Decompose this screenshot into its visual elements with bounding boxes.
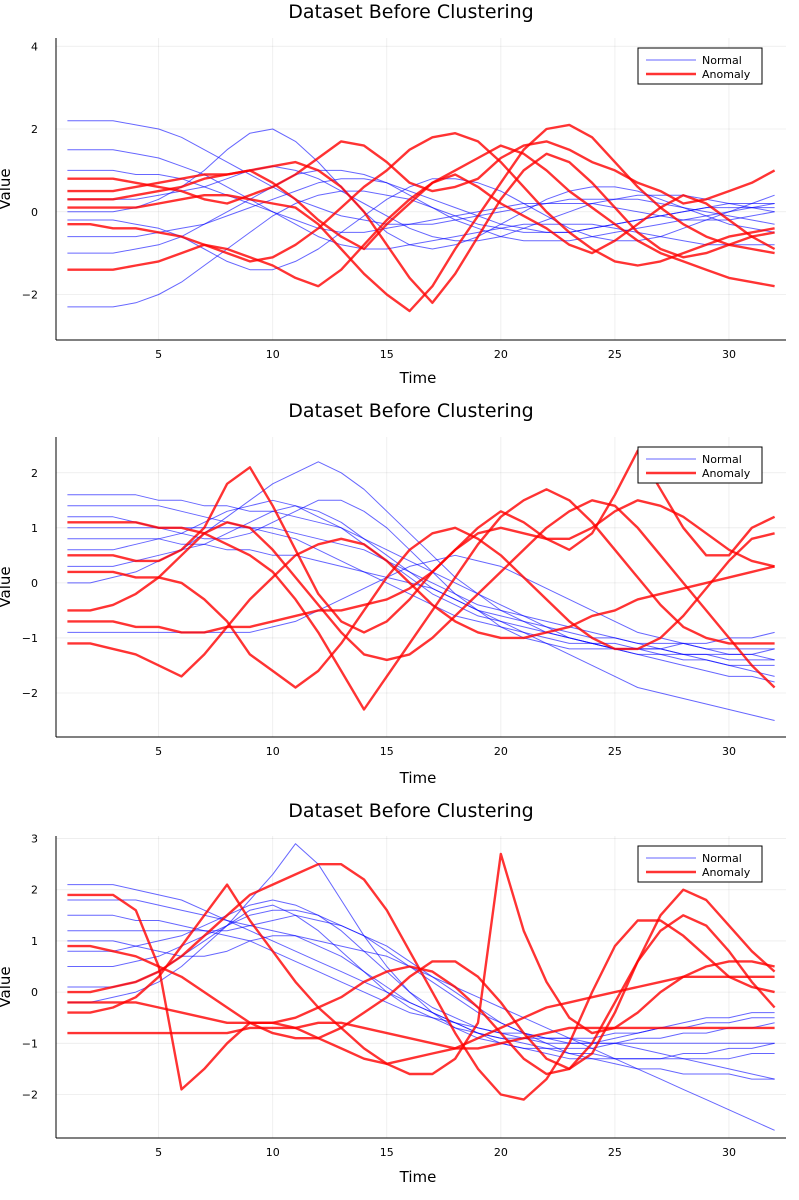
normal-series-line [67,128,775,250]
x-tick-label: 10 [266,1146,280,1159]
x-tick-label: 30 [722,1146,736,1159]
normal-series-line [67,169,775,233]
normal-series-line [67,149,775,250]
y-tick-label: −1 [22,1037,38,1050]
x-axis-label: Time [399,369,437,387]
normal-series-line [67,494,775,683]
y-tick-label: −2 [22,1088,38,1101]
anomaly-series-line [67,169,776,255]
x-tick-label: 10 [266,348,280,361]
anomaly-series-line [67,152,775,304]
x-tick-label: 15 [380,1146,394,1159]
x-tick-label: 25 [608,348,622,361]
y-axis-label: Value [0,966,14,1007]
y-tick-label: 1 [31,522,38,535]
x-tick-label: 25 [608,745,622,758]
y-tick-label: 0 [31,206,38,219]
x-axis-label: Time [399,1168,437,1186]
anomaly-series-line [67,914,776,1076]
anomaly-series-line [67,526,775,689]
normal-series-line [67,169,775,254]
legend-box [637,47,763,85]
normal-series-line [67,914,775,1039]
y-tick-label: −2 [22,687,38,700]
normal-series-line [67,505,775,655]
legend-box [637,446,763,484]
normal-series-line [67,935,775,1060]
y-tick-label: −1 [22,632,38,645]
x-tick-label: 25 [608,1146,622,1159]
anomaly-series-line [67,499,776,689]
x-tick-label: 15 [380,348,394,361]
x-tick-label: 30 [722,348,736,361]
x-tick-label: 20 [494,348,508,361]
anomaly-series-line [67,123,775,313]
y-tick-label: 2 [31,123,38,136]
y-tick-label: 1 [31,935,38,948]
legend-label-normal: Normal [702,453,742,466]
legend-label-anomaly: Anomaly [702,866,751,879]
chart-panel-1: 5 10 15 20 25 30 −2 0 2 4 Dataset Before Clusterin… [0,1,786,387]
x-tick-label: 15 [380,745,394,758]
anomaly-series-line [67,893,775,1091]
y-axis-label: Value [0,566,14,607]
chart-panel-2: 5 10 15 20 25 30 −2 −1 0 1 2 Dataset Before Cluster… [0,400,786,787]
x-tick-label: 5 [155,348,162,361]
chart-title: Dataset Before Clustering [288,400,533,422]
x-tick-label: 20 [494,745,508,758]
normal-series-line [67,120,775,225]
chart-panel-3: 5 10 15 20 25 30 −2 −1 0 1 2 3 Dataset Before Cluste… [0,800,786,1186]
anomaly-series-line [67,144,775,288]
normal-series-line [67,554,775,661]
x-tick-label: 20 [494,1146,508,1159]
anomaly-series-line [67,131,775,267]
x-tick-label: 30 [722,745,736,758]
anomaly-series-line [67,1021,775,1050]
x-axis-label: Time [399,769,437,787]
anomaly-series-line [67,488,775,711]
chart-title: Dataset Before Clustering [288,800,533,822]
y-tick-label: 2 [31,467,38,480]
anomaly-series-line [67,537,775,678]
anomaly-series-line [67,466,775,634]
legend-label-anomaly: Anomaly [702,467,751,480]
normal-series-line [67,499,775,650]
y-tick-label: 3 [31,833,38,846]
x-tick-label: 10 [266,745,280,758]
y-tick-label: −2 [22,288,38,301]
anomaly-series-line [67,140,776,205]
y-tick-label: 2 [31,884,38,897]
normal-series-line [67,914,775,1080]
x-tick-label: 5 [155,1146,162,1159]
normal-series-line [67,899,775,1044]
legend-label-normal: Normal [702,54,742,67]
x-tick-label: 5 [155,745,162,758]
y-tick-label: 0 [31,577,38,590]
normal-series-line [67,165,775,242]
normal-series-line [67,190,775,308]
chart-title: Dataset Before Clustering [288,1,533,23]
normal-series-line [67,843,775,1049]
y-tick-label: 0 [31,986,38,999]
y-tick-label: 4 [31,40,38,53]
anomaly-series-line [67,863,775,1101]
legend-label-anomaly: Anomaly [702,68,751,81]
normal-series-line [67,909,775,1044]
y-axis-label: Value [0,168,14,209]
legend-label-normal: Normal [702,852,742,865]
legend-box [637,845,763,883]
anomaly-series-line [67,852,775,1076]
